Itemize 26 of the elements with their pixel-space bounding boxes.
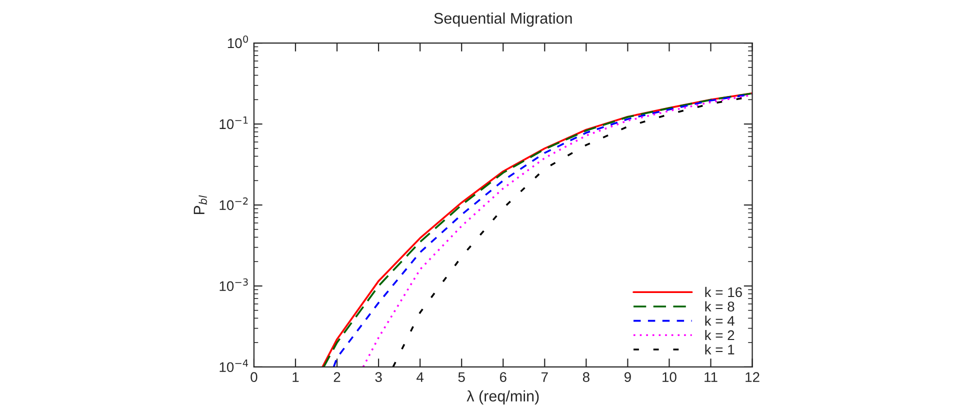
x-axis-title: λ (req/min): [466, 390, 539, 405]
x-tick-label: 8: [582, 372, 590, 382]
x-tick-label: 6: [500, 372, 506, 382]
legend-label: k = 4: [705, 316, 734, 326]
y-tick-label: 10$^{−3}$: [220, 278, 248, 292]
x-tick-label: 11: [704, 372, 718, 382]
y-tick-label: 10$^{−2}$: [220, 197, 248, 210]
x-tick-label: 2: [334, 372, 340, 382]
legend-label: k = 16: [705, 286, 742, 298]
chart-title: Sequential Migration: [434, 12, 572, 27]
legend-label: k = 2: [705, 330, 734, 340]
x-tick-label: 1: [292, 372, 299, 382]
y-tick-label: 10$^{−4}$: [220, 359, 248, 372]
x-tick-label: 5: [458, 372, 465, 382]
legend-label: k = 8: [705, 301, 734, 312]
x-tick-label: 3: [375, 372, 382, 382]
legend-label: k = 1: [705, 344, 734, 354]
x-tick-label: 0: [250, 372, 258, 382]
x-tick-label: 4: [416, 372, 424, 382]
y-tick-label: 10$^{−1}$: [220, 116, 248, 130]
x-tick-label: 10: [662, 372, 676, 382]
x-tick-label: 7: [542, 372, 548, 382]
x-tick-label: 12: [746, 372, 760, 382]
x-tick-label: 9: [624, 372, 631, 382]
y-tick-label: 10$^{0}$: [228, 35, 248, 48]
y-axis-title: P$_{bl}$: [194, 195, 208, 214]
